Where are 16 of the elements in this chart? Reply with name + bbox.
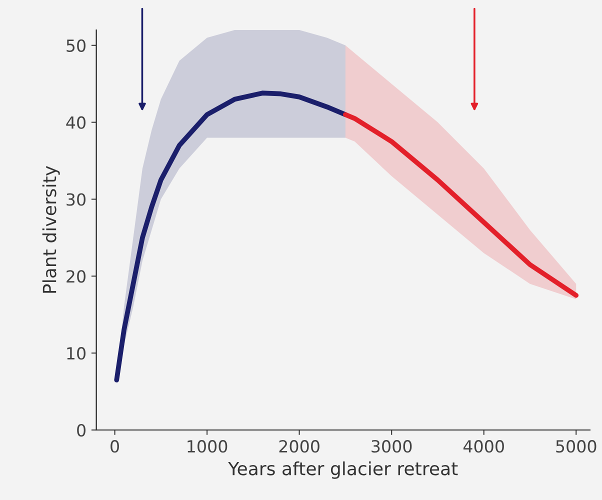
x-axis-title: Years after glacier retreat [228,461,458,479]
y-tick-label: 30 [66,193,86,206]
y-tick-label: 40 [66,116,86,129]
y-tick-label: 10 [67,347,86,360]
x-tick-label: 2000 [279,440,320,453]
y-tick-label: 0 [77,424,86,437]
x-tick-label: 3000 [372,440,412,453]
line-series [114,90,348,382]
y-axis-title: Plant diversity [42,166,60,293]
line-series [343,112,579,298]
y-tick-label: 20 [66,270,86,283]
y-tick-label: 50 [66,39,86,52]
x-tick-label: 0 [110,440,119,453]
x-tick-label: 5000 [556,440,596,453]
x-tick-label: 4000 [463,440,504,453]
x-tick-label: 1000 [188,440,228,453]
